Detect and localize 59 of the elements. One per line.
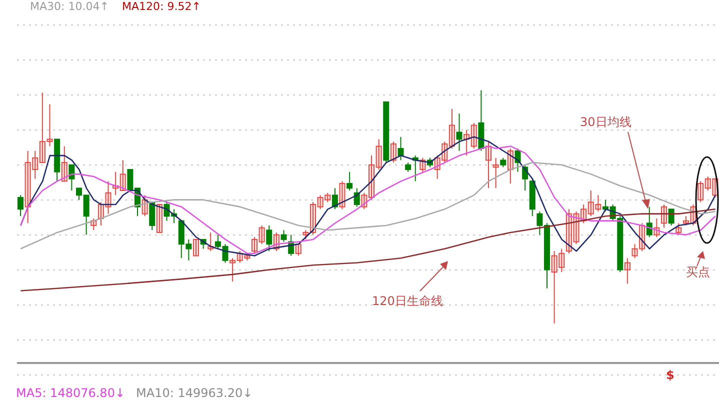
candlestick — [193, 238, 199, 256]
text: MA10: 149963.20↓ — [136, 386, 253, 400]
candlestick — [32, 150, 38, 180]
candlestick — [500, 157, 506, 168]
candlestick — [149, 202, 156, 231]
annotation: 买点 — [686, 264, 710, 281]
candlestick — [390, 141, 396, 164]
candlestick — [486, 141, 492, 189]
text: MA30: 10.04↑ — [30, 0, 109, 13]
candlestick — [573, 210, 580, 245]
candlestick — [317, 194, 324, 210]
candlestick — [346, 171, 353, 192]
candlestick — [252, 236, 258, 254]
candlestick — [588, 190, 594, 217]
candlestick — [661, 204, 667, 228]
candlestick — [668, 208, 674, 226]
candlestick — [68, 164, 75, 192]
candlestick — [405, 162, 412, 172]
candlestick — [258, 224, 265, 245]
candlestick — [310, 202, 316, 236]
candlestick — [120, 160, 126, 192]
candlestick — [682, 216, 689, 226]
candlestick — [105, 180, 112, 214]
candlestick — [551, 250, 558, 324]
candlestick — [558, 248, 565, 273]
candlestick — [632, 244, 638, 259]
candlestick — [624, 258, 630, 284]
annotation: 120日生命线 — [372, 293, 443, 310]
text: $ — [666, 368, 674, 382]
candlestick — [280, 230, 287, 242]
candlestick — [230, 258, 236, 282]
candlestick — [470, 122, 477, 150]
candlestick — [302, 230, 309, 240]
candlestick — [442, 141, 448, 164]
candlestick — [448, 108, 455, 150]
text: MA120: 9.52↑ — [122, 0, 201, 13]
candlestick — [324, 192, 331, 203]
candlestick — [61, 146, 68, 182]
candlestick — [456, 113, 462, 152]
candlestick — [676, 222, 682, 236]
candlestick — [156, 204, 162, 233]
candlestick — [295, 244, 302, 256]
candlestick — [24, 150, 31, 224]
candlestick — [698, 180, 704, 203]
text: MA5: 148076.80↓ — [16, 386, 126, 400]
annotation: 30日均线 — [580, 114, 632, 131]
candlestick — [595, 194, 602, 212]
candlestick — [339, 180, 346, 210]
candlestick — [368, 155, 374, 200]
candlestick — [18, 194, 24, 217]
candlestick — [646, 206, 652, 238]
candlestick — [46, 104, 53, 147]
candlestick — [266, 224, 272, 252]
candlestick — [39, 92, 46, 164]
candlestick — [492, 157, 499, 189]
candlestick — [704, 176, 711, 192]
candlestick — [332, 188, 338, 210]
candlestick — [398, 136, 404, 161]
candlestick — [376, 138, 382, 170]
